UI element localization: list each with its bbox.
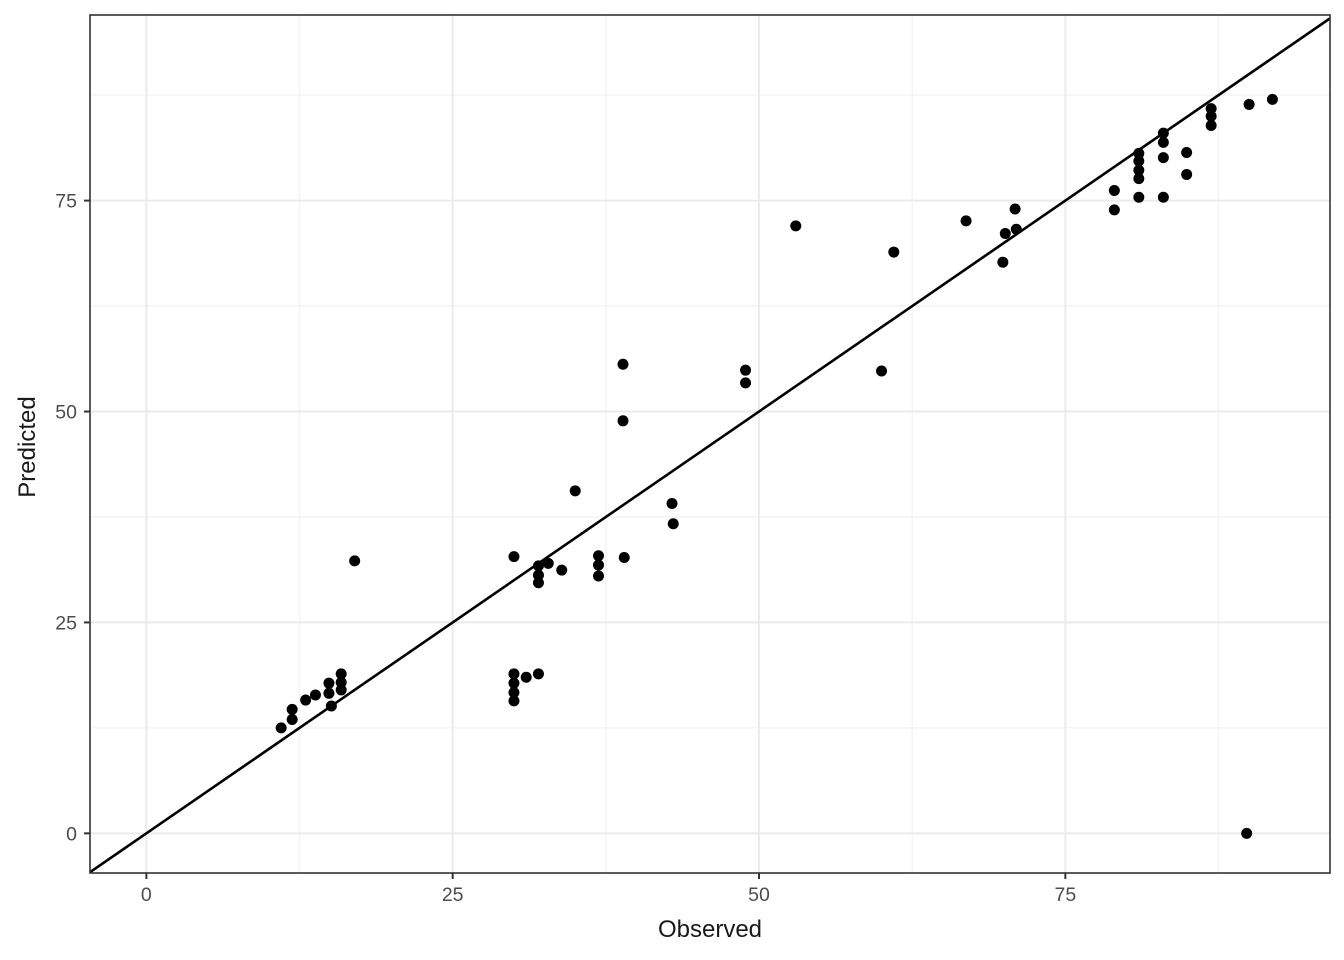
- data-point: [592, 550, 604, 562]
- y-tick-label: 50: [55, 402, 77, 424]
- x-axis-title: Observed: [657, 916, 763, 943]
- grid-minor: [90, 15, 1330, 873]
- data-point: [1009, 203, 1021, 215]
- data-point: [1133, 147, 1145, 159]
- data-point: [1157, 191, 1169, 203]
- data-point: [335, 684, 347, 696]
- data-point: [275, 722, 287, 734]
- data-point: [532, 560, 544, 572]
- data-point: [556, 564, 568, 576]
- data-point: [1266, 93, 1278, 105]
- data-point: [740, 364, 752, 376]
- data-point: [1133, 155, 1145, 167]
- data-point: [617, 358, 629, 370]
- data-point: [323, 687, 335, 699]
- data-point: [1205, 110, 1217, 122]
- data-point: [323, 677, 335, 689]
- data-point: [888, 246, 900, 258]
- data-point: [592, 559, 604, 571]
- grid-major: [90, 15, 1330, 873]
- y-tick-label: 75: [55, 191, 77, 213]
- data-point: [1241, 827, 1253, 839]
- data-point: [286, 713, 298, 725]
- data-point: [1133, 191, 1145, 203]
- data-points: [275, 93, 1278, 839]
- data-point: [1133, 164, 1145, 176]
- data-point: [790, 220, 802, 232]
- data-point: [532, 668, 544, 680]
- x-tick-label: 0: [141, 884, 152, 906]
- data-point: [1243, 98, 1255, 110]
- y-tick-label: 0: [66, 823, 77, 845]
- data-point: [508, 695, 520, 707]
- x-tick-label: 25: [442, 884, 464, 906]
- data-point: [1108, 184, 1120, 196]
- data-point: [508, 677, 520, 689]
- panel-border: [89, 14, 1331, 874]
- data-point: [335, 668, 347, 680]
- data-point: [325, 700, 337, 712]
- data-point: [1181, 168, 1193, 180]
- data-point: [999, 228, 1011, 240]
- x-tick-label: 50: [748, 884, 770, 906]
- data-point: [309, 689, 321, 701]
- data-point: [876, 365, 888, 377]
- data-point: [617, 415, 629, 427]
- data-point: [300, 694, 312, 706]
- data-point: [666, 497, 678, 509]
- data-point: [508, 551, 520, 563]
- data-point: [532, 569, 544, 581]
- data-point: [349, 555, 361, 567]
- x-tick-label: 75: [1054, 884, 1076, 906]
- data-point: [1157, 127, 1169, 139]
- data-point: [997, 256, 1009, 268]
- data-point: [592, 570, 604, 582]
- data-point: [1181, 147, 1193, 159]
- data-point: [1108, 204, 1120, 216]
- axis-tick-labels: 0 25 50 75 0 25 50 75: [55, 191, 1076, 906]
- data-point: [1010, 223, 1022, 235]
- data-point: [335, 676, 347, 688]
- data-point: [960, 215, 972, 227]
- data-point: [520, 671, 532, 683]
- y-axis-title: Predicted: [14, 396, 41, 498]
- data-point: [1157, 152, 1169, 164]
- identity-line: [89, 17, 1331, 874]
- data-point: [1205, 120, 1217, 132]
- data-point: [569, 485, 581, 497]
- data-point: [667, 518, 679, 530]
- data-point: [1205, 103, 1217, 115]
- y-tick-label: 25: [55, 612, 77, 634]
- data-point: [740, 377, 752, 389]
- data-point: [508, 668, 520, 680]
- data-point: [286, 703, 298, 715]
- data-point: [1133, 173, 1145, 185]
- data-point: [542, 557, 554, 569]
- data-point: [532, 577, 544, 589]
- data-point: [1157, 136, 1169, 148]
- data-point: [618, 551, 630, 563]
- data-point: [508, 686, 520, 698]
- axis-ticks: [84, 199, 1067, 879]
